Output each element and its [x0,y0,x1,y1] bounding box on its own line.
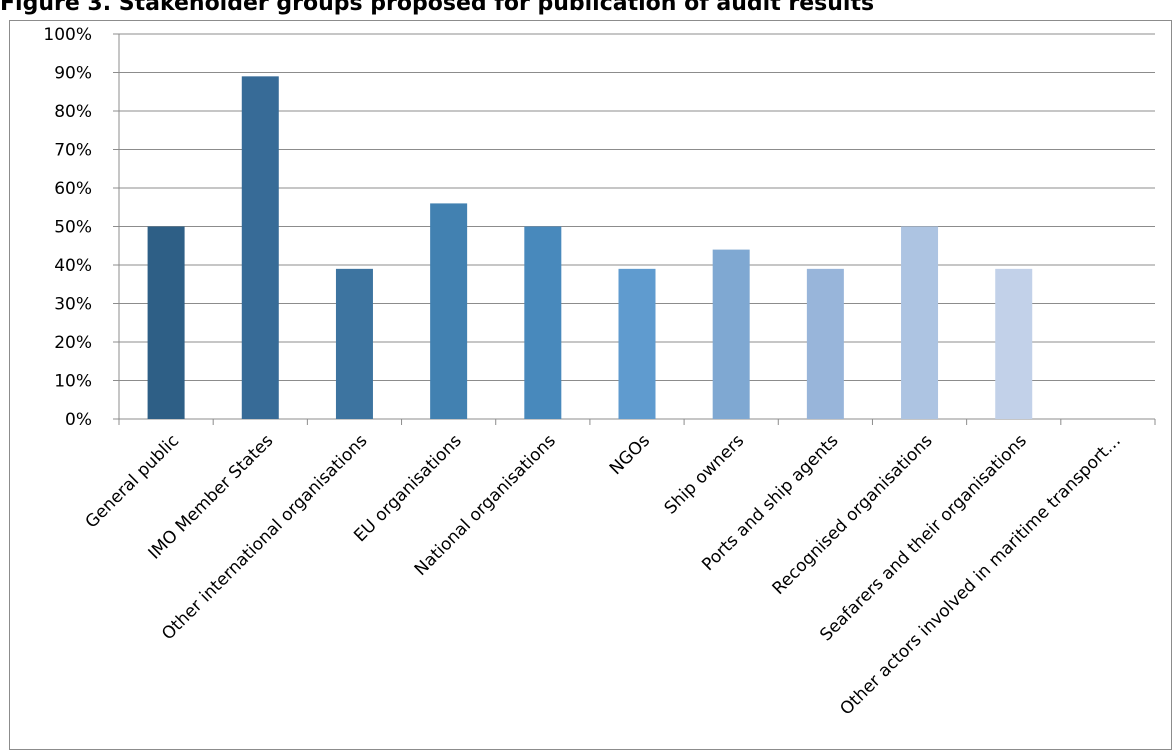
bar [147,226,185,419]
y-tick-label: 10% [54,372,92,392]
y-tick-label: 90% [54,64,92,84]
y-tick-label: 60% [54,179,92,199]
y-tick-label: 100% [43,25,92,45]
bar [524,226,562,419]
y-tick-label: 40% [54,256,92,276]
x-tick-label: Other international organisations [158,431,371,644]
bar [901,226,939,419]
bar [712,249,750,419]
y-tick-label: 70% [54,141,92,161]
bars [147,76,1033,419]
y-tick-label: 80% [54,102,92,122]
x-tick-label: General public [82,431,184,533]
y-tick-label: 0% [65,410,92,430]
x-tick-label: Seafarers and their organisations [816,431,1031,646]
bar [618,268,656,419]
bar [806,268,844,419]
x-tick-label: NGOs [606,431,654,479]
y-tick-label: 50% [54,218,92,238]
x-tick-label: Ship owners [661,431,749,519]
x-tick-label: Recognised organisations [769,431,937,599]
y-tick-label: 30% [54,295,92,315]
bar [430,203,468,419]
bar [335,268,373,419]
figure-title: Figure 3. Stakeholder groups proposed fo… [0,0,875,16]
bar [995,268,1033,419]
bar [241,76,279,419]
y-tick-label: 20% [54,333,92,353]
y-tick-labels: 0% 10% 20% 30% 40% 50% 60% 70% 80% 90% 100% [43,25,92,430]
